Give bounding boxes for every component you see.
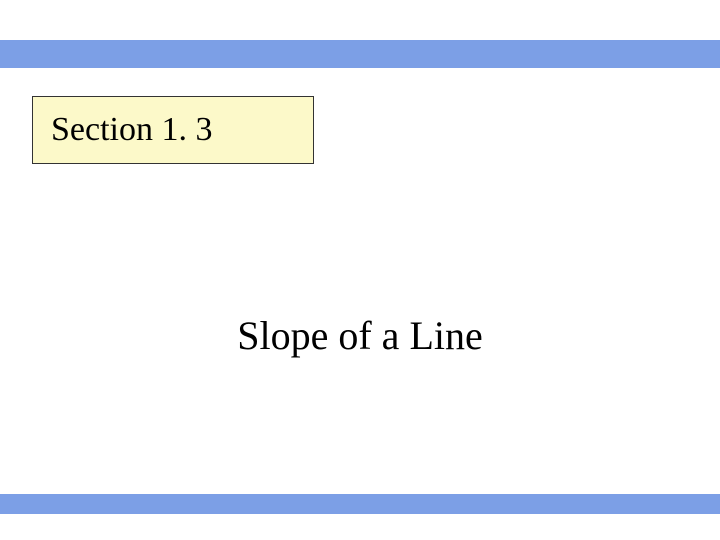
section-label-text: Section 1. 3 — [51, 111, 212, 149]
slide-title: Slope of a Line — [0, 312, 720, 359]
bottom-accent-bar — [0, 494, 720, 514]
top-accent-bar — [0, 40, 720, 68]
section-label-box: Section 1. 3 — [32, 96, 314, 164]
